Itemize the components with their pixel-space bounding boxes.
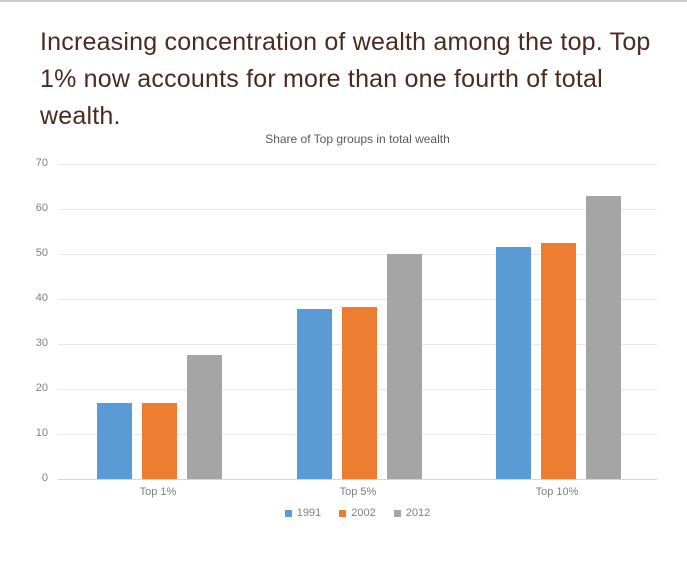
legend-swatch-2002 bbox=[339, 509, 347, 517]
plot-area: 70 60 50 40 30 20 10 0 Top 1% Top 5% Top… bbox=[36, 157, 657, 519]
y-tick-label: 40 bbox=[35, 292, 48, 304]
slide-title: Increasing concentration of wealth among… bbox=[40, 24, 660, 135]
legend: 1991 2002 2012 bbox=[58, 507, 657, 519]
bar-2002 bbox=[142, 402, 177, 479]
gridline-60 bbox=[58, 209, 657, 210]
slide-title-line-3: wealth. bbox=[40, 102, 121, 130]
y-tick-label: 20 bbox=[35, 382, 48, 394]
legend-item-2012: 2012 bbox=[393, 507, 431, 519]
gridline-40 bbox=[58, 299, 657, 300]
legend-label: 1991 bbox=[296, 507, 322, 519]
bar-2012 bbox=[187, 355, 222, 479]
bar-1991 bbox=[97, 402, 132, 479]
y-tick-label: 30 bbox=[35, 337, 48, 349]
legend-label: 2012 bbox=[405, 507, 431, 519]
y-tick-label: 0 bbox=[41, 472, 48, 484]
x-category-label: Top 10% bbox=[535, 486, 579, 498]
legend-item-2002: 2002 bbox=[339, 507, 376, 519]
bar-group-top-5pct bbox=[297, 164, 422, 479]
legend-swatch-2012 bbox=[393, 509, 401, 517]
bar-2012 bbox=[586, 195, 621, 479]
legend-swatch-1991 bbox=[284, 509, 292, 517]
x-category-label: Top 5% bbox=[339, 486, 377, 498]
y-tick-label: 10 bbox=[35, 427, 48, 439]
bar-2002 bbox=[541, 242, 576, 479]
legend-item-1991: 1991 bbox=[284, 507, 322, 519]
bar-1991 bbox=[297, 308, 332, 479]
bar-2002 bbox=[342, 306, 377, 479]
chart-title: Share of Top groups in total wealth bbox=[265, 132, 450, 146]
bar-1991 bbox=[496, 247, 531, 479]
x-category-label: Top 1% bbox=[139, 486, 177, 498]
slide-title-line-2: 1% now accounts for more than one fourth… bbox=[40, 65, 603, 93]
slide-top-border bbox=[0, 0, 687, 2]
y-tick-label: 60 bbox=[35, 202, 48, 214]
y-tick-label: 70 bbox=[35, 157, 48, 169]
bar-2012 bbox=[387, 254, 422, 479]
gridline-70 bbox=[58, 164, 657, 165]
x-axis-line bbox=[58, 479, 657, 480]
bar-group-top-10pct bbox=[496, 164, 621, 479]
y-tick-label: 50 bbox=[35, 247, 48, 259]
slide-title-line-1: Increasing concentration of wealth among… bbox=[40, 28, 651, 56]
gridline-50 bbox=[58, 254, 657, 255]
legend-label: 2002 bbox=[351, 507, 376, 519]
bar-group-top-1pct bbox=[97, 164, 222, 479]
